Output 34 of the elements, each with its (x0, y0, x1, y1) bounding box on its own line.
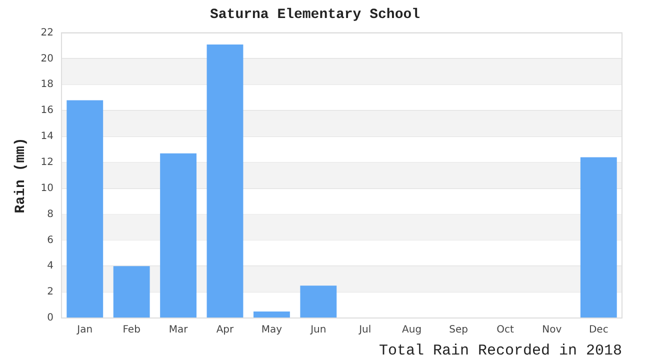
y-axis-title: Rain (mm) (12, 138, 29, 214)
y-tick-label: 16 (40, 105, 54, 116)
bar (113, 266, 150, 318)
y-tick-label: 22 (40, 27, 54, 38)
y-tick-label: 20 (40, 53, 54, 64)
chart-title: Saturna Elementary School (210, 6, 420, 23)
y-tick-label: 6 (47, 234, 54, 246)
bar (300, 286, 337, 318)
y-tick-label: 2 (47, 286, 54, 298)
y-tick-label: 18 (40, 79, 54, 90)
x-tick-label: Mar (168, 324, 189, 336)
x-tick-label: Oct (496, 324, 514, 336)
x-tick-label: Sep (449, 324, 468, 336)
x-tick-label: May (261, 324, 282, 336)
bar (66, 100, 104, 318)
x-tick-label: Jan (76, 324, 93, 336)
x-tick-label: Jul (358, 324, 372, 336)
bar (160, 153, 197, 318)
x-tick-label: Jun (310, 324, 326, 336)
y-tick-label: 10 (40, 182, 54, 194)
bar (580, 157, 617, 318)
x-tick-label: Aug (402, 324, 422, 336)
x-tick-label: Apr (216, 324, 235, 336)
y-tick-label: 14 (40, 131, 54, 142)
x-tick-label: Dec (588, 324, 608, 336)
y-tick-label: 4 (47, 260, 54, 272)
y-tick-label: 0 (47, 312, 54, 324)
text: Total Rain Recorded in 2018 (378, 342, 622, 360)
y-tick-label: 12 (40, 157, 54, 168)
bar (206, 44, 244, 318)
bar (253, 312, 290, 318)
x-tick-label: Feb (122, 324, 140, 336)
x-tick-label: Nov (542, 324, 562, 336)
y-tick-label: 8 (47, 208, 54, 220)
